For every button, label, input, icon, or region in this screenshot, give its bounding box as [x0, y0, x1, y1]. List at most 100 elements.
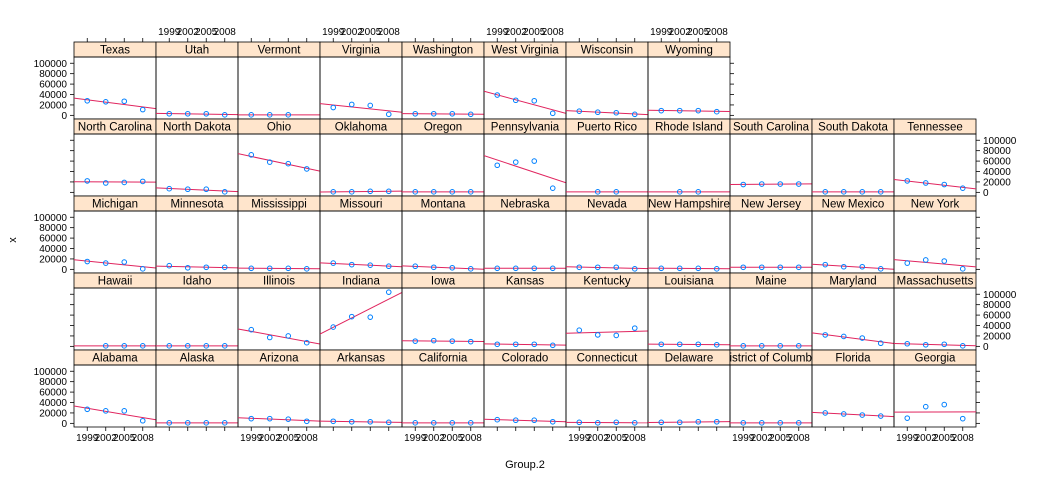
x-tick-label: 2002	[669, 27, 692, 38]
data-point	[84, 406, 91, 413]
data-point	[531, 97, 538, 104]
y-tick-label: 60000	[39, 234, 67, 245]
panel: Wyoming	[647, 41, 731, 120]
x-tick-label: 2008	[460, 433, 483, 444]
x-tick-label: 2008	[296, 433, 319, 444]
strip-label: Illinois	[263, 276, 295, 288]
panel: District of Columbia	[729, 349, 813, 428]
data-point	[531, 341, 538, 348]
data-point	[594, 420, 601, 426]
strip-label: Missouri	[340, 199, 383, 211]
panel: Michigan	[70, 195, 157, 274]
x-tick-label: 2005	[523, 27, 546, 38]
strip-label: Arkansas	[337, 353, 385, 365]
panel-frame	[565, 364, 649, 428]
x-tick-label: 2008	[624, 433, 647, 444]
strip-label: Michigan	[92, 199, 138, 211]
data-point	[594, 332, 601, 338]
data-point	[512, 265, 519, 272]
data-point	[859, 412, 866, 418]
panel: Washington	[401, 41, 485, 120]
data-point	[467, 111, 474, 118]
panel: Maryland	[811, 272, 895, 351]
panel: West Virginia	[483, 41, 567, 120]
strip-label: North Carolina	[78, 122, 153, 134]
data-point	[613, 189, 620, 195]
y-axis-title: x	[7, 237, 19, 243]
data-point	[877, 340, 884, 347]
panel-frame	[647, 287, 731, 351]
data-point	[795, 264, 802, 271]
data-point	[576, 108, 583, 114]
data-point	[266, 334, 273, 341]
data-point	[266, 159, 273, 165]
x-tick-label: 1999	[896, 433, 919, 444]
panel: New York	[893, 195, 977, 274]
strip-label: Maryland	[829, 276, 876, 288]
data-point	[348, 313, 355, 320]
regression-line	[238, 328, 320, 345]
strip-label: Indiana	[342, 276, 380, 288]
data-point	[941, 181, 948, 188]
data-point	[266, 112, 273, 118]
panel: Illinois	[237, 272, 321, 351]
regression-line	[812, 411, 894, 418]
data-point	[695, 107, 702, 114]
x-tick-label: 2008	[542, 27, 565, 38]
panel: North Carolina	[70, 118, 157, 197]
data-point	[166, 420, 173, 426]
data-point	[412, 110, 419, 117]
panel-frame	[237, 364, 321, 428]
x-tick-label: 2002	[177, 27, 200, 38]
data-point	[203, 420, 210, 426]
data-point	[449, 264, 456, 271]
strip-label: Alabama	[92, 353, 138, 365]
data-point	[613, 264, 620, 271]
regression-line	[484, 418, 566, 423]
regression-line	[484, 155, 566, 184]
data-point	[430, 420, 437, 426]
data-point	[758, 420, 765, 426]
data-point	[658, 107, 665, 114]
panel: Utah	[155, 41, 239, 120]
regression-line	[320, 291, 402, 335]
panel-frame	[729, 364, 813, 428]
data-point	[84, 258, 91, 265]
y-tick-label: 0	[983, 342, 989, 353]
panel: Iowa	[401, 272, 485, 351]
data-point	[449, 420, 456, 426]
x-tick-label: 2002	[751, 433, 774, 444]
x-tick-label: 1999	[568, 433, 591, 444]
x-tick-label: 1999	[650, 27, 673, 38]
data-point	[385, 289, 392, 295]
data-point	[330, 324, 337, 330]
data-point	[512, 159, 519, 165]
panel-frame	[73, 56, 157, 120]
strip-label: Wyoming	[665, 45, 713, 57]
panel: Virginia	[319, 41, 403, 120]
data-point	[330, 418, 337, 425]
data-point	[221, 420, 228, 426]
data-point	[102, 260, 109, 266]
strip-label: West Virginia	[491, 45, 559, 57]
regression-line	[812, 263, 894, 270]
regression-line	[484, 90, 566, 114]
data-point	[840, 189, 847, 195]
data-point	[121, 343, 128, 349]
panel: Ohio	[237, 118, 321, 197]
strip-label: Pennsylvania	[491, 122, 560, 134]
data-point	[102, 408, 109, 414]
data-point	[412, 338, 419, 344]
data-point	[941, 341, 948, 348]
data-point	[385, 111, 392, 118]
regression-line	[74, 97, 156, 110]
regression-line	[402, 113, 484, 115]
y-tick-label: 40000	[39, 244, 67, 255]
data-point	[777, 181, 784, 187]
data-point	[121, 408, 128, 414]
data-point	[959, 343, 966, 349]
data-point	[658, 265, 665, 272]
data-point	[412, 189, 419, 195]
data-point	[922, 403, 929, 410]
strip-label: Nevada	[587, 199, 627, 211]
